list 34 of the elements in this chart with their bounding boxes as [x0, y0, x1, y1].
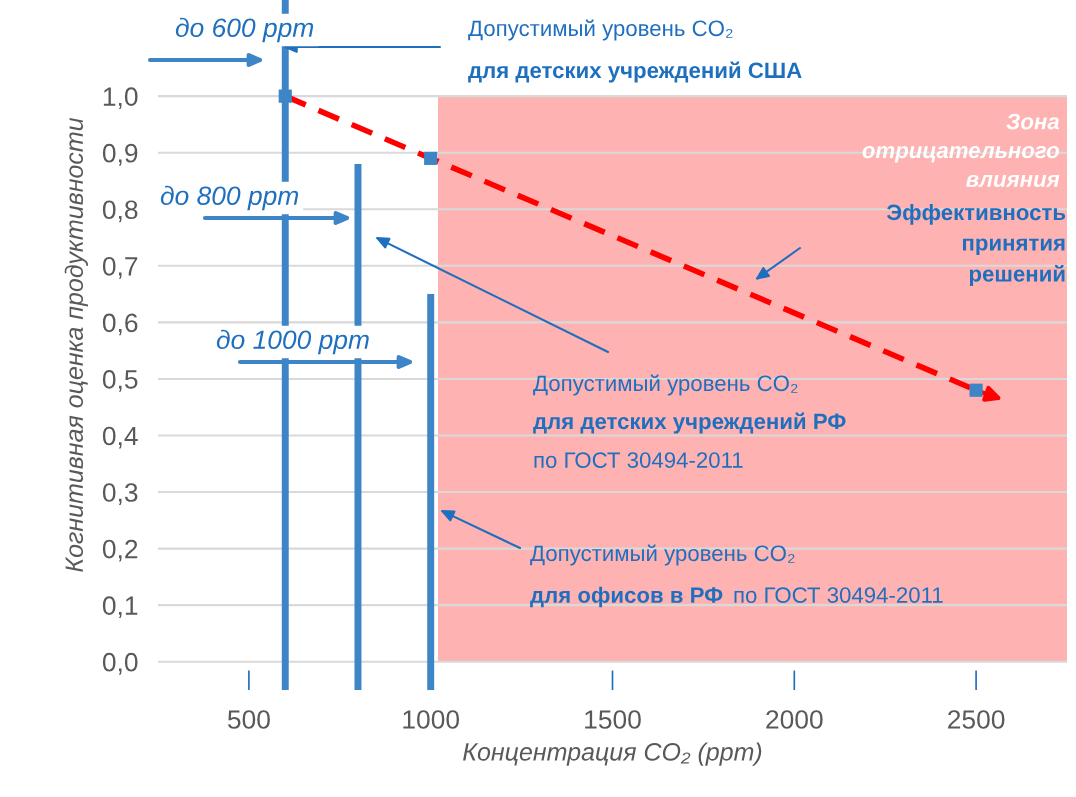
y-tick-label: 0,3: [102, 483, 138, 505]
annotation: до 600 ppm: [175, 17, 314, 43]
x-tick-label: 2000: [766, 710, 823, 729]
band-label: Зона отрицательного влияния: [862, 113, 1060, 187]
annotation: для офисов в РФ: [530, 586, 723, 608]
x-tick-label: 1500: [585, 710, 641, 729]
annotation: для детских учреждений США: [468, 61, 802, 83]
annotation: по ГОСТ 30494-2011: [734, 587, 943, 603]
y-tick-label: 0,2: [102, 539, 138, 562]
y-tick-label: 0,5: [102, 370, 138, 392]
y-tick-label: 0,9: [102, 143, 138, 166]
annotation: по ГОСТ 30494-2011: [534, 452, 743, 468]
y-tick-label: 0,6: [102, 313, 138, 336]
y-tick-label: 0,0: [102, 652, 138, 675]
point: [969, 383, 983, 397]
annotation: до 800 ppm: [160, 185, 299, 211]
y-tick-label: 1,0: [103, 87, 138, 110]
y-tick-label: 0,7: [102, 256, 138, 279]
point: [424, 151, 438, 165]
point: [278, 89, 292, 103]
annotation: до 1000 ppm: [216, 329, 369, 355]
y-axis-title: Когнитивная оценка продуктивности: [64, 117, 88, 572]
x-axis-title: Концентрация CO₂ (ppm): [463, 742, 762, 766]
y-tick-label: 0,4: [102, 426, 138, 449]
x-tick-label: 2500: [948, 710, 1005, 729]
x-tick-label: 500: [227, 710, 270, 729]
annotation: Допустимый уровень CO₂: [530, 544, 795, 566]
annotation: для детских учреждений РФ: [533, 412, 846, 434]
annotation: Допустимый уровень CO₂: [468, 19, 733, 41]
y-tick-label: 0,1: [102, 596, 138, 619]
annotation: Допустимый уровень CO₂: [533, 374, 798, 396]
annotation: Эффективность принятия решений: [886, 203, 1066, 287]
y-tick-label: 0,8: [102, 200, 138, 223]
x-tick-label: 1000: [403, 710, 460, 729]
